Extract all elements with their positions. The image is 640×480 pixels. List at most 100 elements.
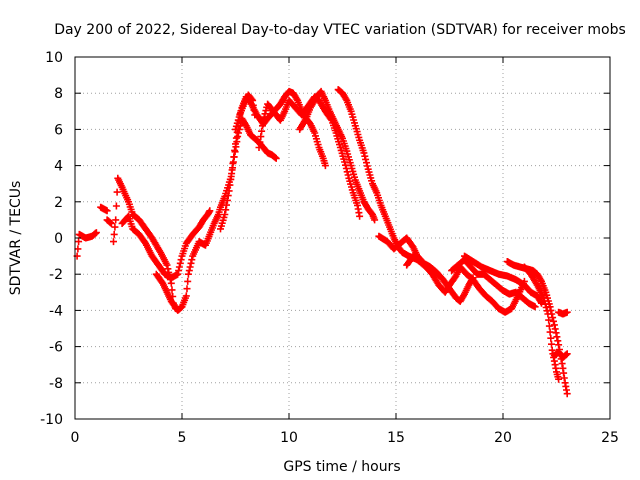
- data-point: [103, 207, 111, 215]
- data-point: [177, 256, 185, 264]
- data-point: [548, 340, 555, 348]
- data-point: [256, 138, 264, 146]
- data-point: [549, 314, 557, 322]
- data-point: [558, 360, 566, 368]
- data-point: [555, 375, 563, 383]
- data-point: [321, 162, 329, 170]
- data-point: [563, 350, 571, 358]
- data-point: [110, 230, 118, 238]
- x-tick-label: 10: [280, 430, 298, 446]
- data-point: [555, 341, 563, 349]
- data-point: [543, 307, 551, 315]
- data-point: [183, 285, 191, 293]
- y-tick-label: 10: [45, 50, 63, 66]
- x-tick-labels: 0 5 10 15 20 25: [71, 430, 619, 446]
- chart-title: Day 200 of 2022, Sidereal Day-to-day VTE…: [54, 22, 626, 38]
- data-point: [163, 261, 171, 269]
- x-axis-label: GPS time / hours: [283, 459, 400, 475]
- data-point: [544, 310, 552, 318]
- data-point: [545, 322, 553, 330]
- data-point: [112, 202, 120, 210]
- data-point: [221, 211, 229, 218]
- data-point: [232, 143, 240, 151]
- y-tick-labels: -10 -8 -6 -4 -2 0 2 4 6 8 10: [40, 50, 63, 428]
- data-point: [186, 263, 194, 271]
- y-tick-label: -6: [49, 340, 63, 356]
- data-point: [563, 390, 571, 398]
- data-point: [75, 238, 83, 246]
- data-point: [531, 303, 539, 311]
- track-1: [97, 203, 115, 227]
- data-point: [224, 192, 232, 200]
- track-0: [73, 229, 100, 260]
- y-axis-label: SDTVAR / TECUs: [8, 181, 24, 296]
- data-point: [226, 181, 234, 189]
- track-14: [503, 258, 571, 398]
- data-point: [112, 216, 120, 224]
- y-tick-label: 6: [54, 122, 63, 138]
- data-point: [188, 256, 196, 264]
- track-3: [118, 207, 214, 282]
- data-point: [362, 155, 370, 163]
- data-point: [111, 223, 119, 231]
- data-point: [229, 164, 236, 172]
- data-point: [360, 149, 368, 157]
- data-points: [73, 86, 571, 398]
- y-tick-label: -2: [49, 267, 63, 283]
- x-tick-label: 0: [71, 430, 80, 446]
- track-8: [296, 87, 379, 224]
- y-tick-label: 8: [54, 86, 63, 102]
- data-point: [342, 95, 350, 103]
- data-point: [234, 133, 242, 141]
- data-point: [356, 212, 364, 220]
- track-17: [555, 308, 571, 318]
- data-point: [113, 188, 121, 196]
- x-tick-label: 20: [494, 430, 512, 446]
- y-tick-label: 2: [54, 195, 63, 211]
- data-point: [272, 154, 280, 162]
- data-point: [551, 325, 559, 333]
- data-point: [255, 144, 263, 151]
- data-point: [259, 116, 267, 124]
- track-5: [217, 115, 280, 233]
- data-point: [262, 107, 270, 115]
- data-point: [363, 162, 371, 170]
- data-point: [562, 351, 570, 359]
- data-point: [257, 133, 265, 141]
- data-point: [206, 207, 214, 215]
- track-13: [461, 252, 545, 307]
- data-point: [107, 220, 115, 227]
- data-point: [184, 270, 192, 278]
- data-point: [563, 308, 571, 316]
- data-point: [545, 316, 553, 324]
- x-tick-label: 15: [387, 430, 405, 446]
- data-point: [92, 229, 100, 237]
- data-point: [184, 277, 192, 285]
- data-point: [553, 333, 561, 341]
- data-point: [261, 110, 269, 118]
- data-point: [552, 329, 560, 337]
- data-point: [258, 127, 266, 135]
- data-point: [547, 334, 555, 342]
- data-point: [228, 170, 236, 178]
- x-tick-label: 25: [601, 430, 619, 446]
- data-point: [541, 297, 548, 305]
- data-point: [235, 129, 242, 137]
- data-point: [174, 270, 182, 278]
- data-point: [542, 304, 550, 311]
- y-tick-label: 4: [54, 159, 63, 175]
- data-point: [175, 263, 183, 271]
- y-tick-label: -8: [49, 376, 63, 392]
- track-11: [403, 252, 528, 316]
- data-point: [546, 328, 554, 336]
- x-tick-label: 5: [178, 430, 187, 446]
- data-point: [293, 95, 301, 103]
- track-16: [550, 348, 571, 361]
- data-point: [230, 153, 238, 161]
- y-tick-label: -10: [40, 412, 63, 428]
- data-point: [74, 245, 82, 253]
- y-tick-label: -4: [49, 303, 63, 319]
- track-15: [520, 263, 563, 383]
- data-point: [182, 292, 190, 300]
